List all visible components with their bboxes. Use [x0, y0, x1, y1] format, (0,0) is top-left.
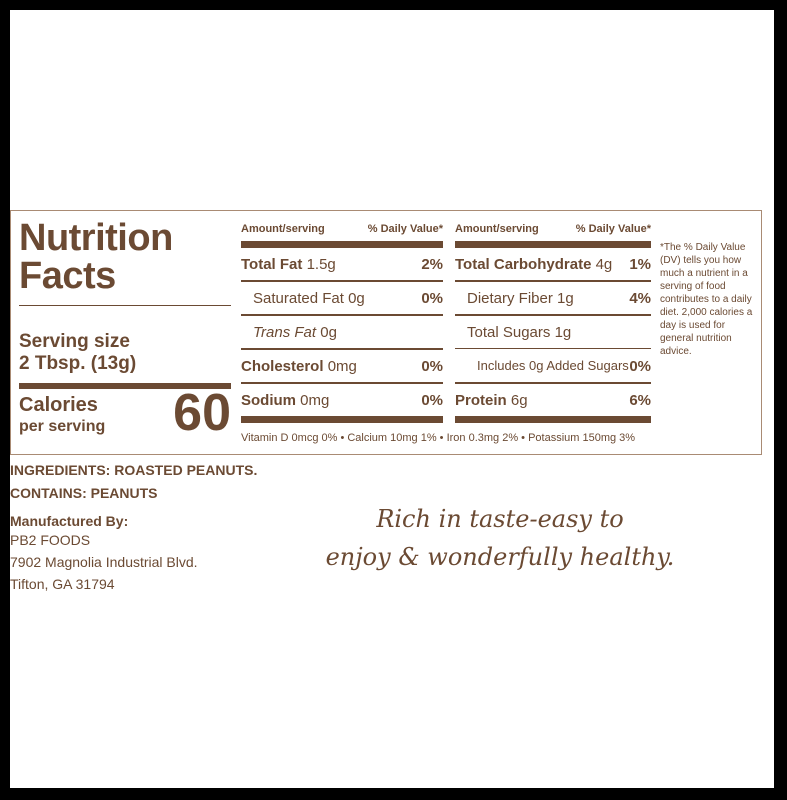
- nutrient-row-saturated-fat: Saturated Fat 0g 0%: [241, 282, 443, 316]
- nutrient-row-trans-fat: Trans Fat 0g: [241, 316, 443, 350]
- nutrient-dv: 0%: [629, 358, 651, 375]
- nutrient-row-protein: Protein 6g 6%: [455, 384, 651, 416]
- title-line-1: Nutrition: [19, 217, 173, 259]
- nutrient-row-total-carbohydrate: Total Carbohydrate 4g 1%: [455, 248, 651, 282]
- nutrient-dv: 4%: [629, 290, 651, 307]
- nutrient-name: Sodium: [241, 392, 296, 409]
- header-bar: [455, 241, 651, 248]
- serving-size-value: 2 Tbsp. (13g): [19, 353, 137, 374]
- nutrition-facts-title: Nutrition Facts: [19, 219, 173, 295]
- manufacturer-address-line2: Tifton, GA 31794: [10, 576, 115, 592]
- nutrient-amount: 0g: [348, 290, 365, 307]
- title-line-2: Facts: [19, 255, 116, 297]
- nutrient-amount: 0mg: [300, 392, 330, 409]
- manufacturer-heading: Manufactured By:: [10, 513, 129, 529]
- nutrient-name: Total Fat: [241, 256, 303, 273]
- table-header: Amount/serving % Daily Value*: [241, 223, 443, 239]
- nutrient-amount: 6g: [510, 392, 528, 409]
- calories-label: Calories: [19, 394, 98, 416]
- nutrient-table-left: Amount/serving % Daily Value* Total Fat …: [241, 219, 443, 429]
- calories-sublabel: per serving: [19, 418, 106, 435]
- vitamins-minerals-line: Vitamin D 0mcg 0% • Calcium 10mg 1% • Ir…: [241, 432, 636, 444]
- nutrient-amount: 1.5g: [306, 256, 336, 273]
- nutrient-row-dietary-fiber: Dietary Fiber 1g 4%: [455, 282, 651, 316]
- nutrient-name: Trans Fat: [253, 324, 317, 341]
- nutrient-dv: 0%: [421, 392, 443, 409]
- nutrient-amount: 1g: [554, 324, 572, 341]
- table-header: Amount/serving % Daily Value*: [455, 223, 651, 239]
- nutrient-row-total-fat: Total Fat 1.5g 2%: [241, 248, 443, 282]
- manufacturer-address-line1: 7902 Magnolia Industrial Blvd.: [10, 554, 198, 570]
- tagline-line-1: Rich in taste-easy to: [376, 505, 624, 533]
- divider: [19, 305, 231, 306]
- nutrient-name: Total Carbohydrate: [455, 256, 592, 273]
- nutrient-dv: 2%: [421, 256, 443, 273]
- nutrient-name: Cholesterol: [241, 358, 324, 375]
- nutrient-name: Includes 0g Added Sugars: [477, 358, 629, 373]
- calories-value: 60: [173, 384, 231, 442]
- nutrient-name: Saturated Fat: [253, 290, 344, 307]
- nutrient-dv: 6%: [629, 392, 651, 409]
- tagline-line-2: enjoy & wonderfully healthy.: [325, 543, 675, 571]
- nutrient-row-sodium: Sodium 0mg 0%: [241, 384, 443, 416]
- serving-size: Serving size 2 Tbsp. (13g): [19, 331, 136, 375]
- header-amount: Amount/serving: [241, 223, 325, 235]
- nutrient-amount: 0g: [320, 324, 337, 341]
- manufacturer-name: PB2 FOODS: [10, 532, 91, 548]
- nutrient-dv: 0%: [421, 358, 443, 375]
- nutrition-left-column: Nutrition Facts Serving size 2 Tbsp. (13…: [19, 211, 231, 454]
- footer-bar: [455, 416, 651, 423]
- nutrient-name: Total Sugars: [467, 324, 551, 341]
- header-bar: [241, 241, 443, 248]
- nutrient-dv: 1%: [629, 256, 651, 273]
- nutrient-amount: 0mg: [327, 358, 357, 375]
- nutrient-row-total-sugars: Total Sugars 1g: [455, 316, 651, 349]
- label-panel: Nutrition Facts Serving size 2 Tbsp. (13…: [10, 10, 774, 788]
- nutrient-amount: 1g: [557, 290, 574, 307]
- nutrition-facts-panel: Nutrition Facts Serving size 2 Tbsp. (13…: [10, 210, 762, 455]
- footer-bar: [241, 416, 443, 423]
- header-amount: Amount/serving: [455, 223, 539, 235]
- daily-value-footnote: *The % Daily Value (DV) tells you how mu…: [660, 242, 753, 357]
- divider-thick: [19, 383, 231, 389]
- tagline: Rich in taste-easy to enjoy & wonderfull…: [315, 500, 685, 576]
- nutrient-name: Dietary Fiber: [467, 290, 553, 307]
- nutrient-row-added-sugars: Includes 0g Added Sugars 0%: [455, 350, 651, 384]
- header-daily-value: % Daily Value*: [575, 223, 651, 235]
- ingredients-text: INGREDIENTS: ROASTED PEANUTS.: [10, 462, 258, 478]
- nutrient-dv: 0%: [421, 290, 443, 307]
- nutrient-amount: 4g: [595, 256, 613, 273]
- serving-size-label: Serving size: [19, 331, 130, 352]
- allergen-text: CONTAINS: PEANUTS: [10, 485, 158, 501]
- nutrient-name: Protein: [455, 392, 507, 409]
- header-daily-value: % Daily Value*: [367, 223, 443, 235]
- nutrient-table-right: Amount/serving % Daily Value* Total Carb…: [455, 219, 651, 429]
- nutrient-row-cholesterol: Cholesterol 0mg 0%: [241, 350, 443, 384]
